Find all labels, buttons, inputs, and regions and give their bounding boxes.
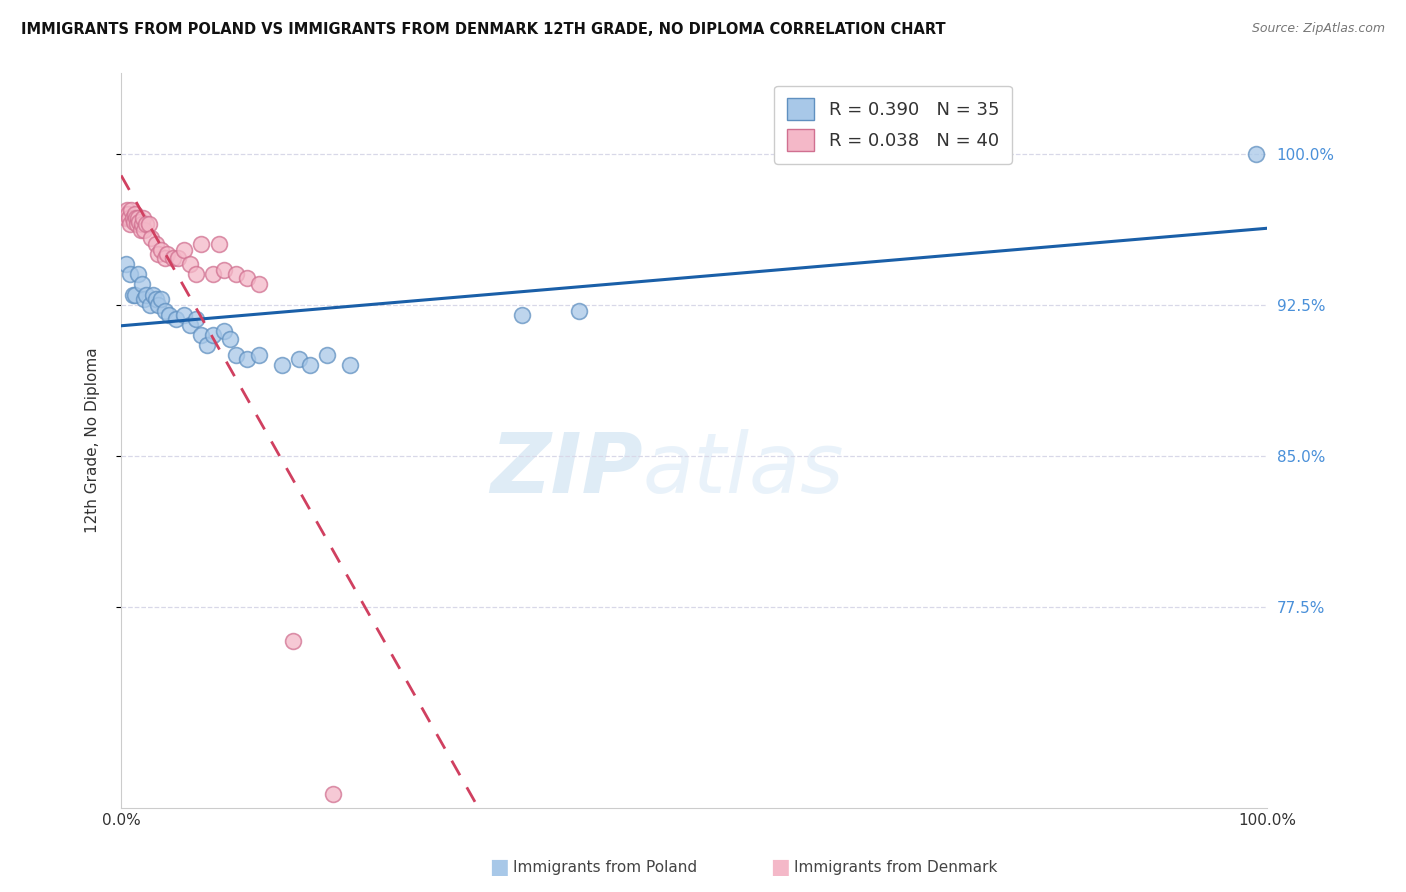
- Point: [195, 338, 218, 352]
- Point: [339, 358, 361, 372]
- Point: [135, 217, 157, 231]
- Point: [132, 211, 155, 225]
- Point: [247, 277, 270, 292]
- Point: [124, 207, 146, 221]
- Point: [184, 268, 207, 282]
- Point: [142, 287, 165, 301]
- Point: [247, 348, 270, 362]
- Text: IMMIGRANTS FROM POLAND VS IMMIGRANTS FROM DENMARK 12TH GRADE, NO DIPLOMA CORRELA: IMMIGRANTS FROM POLAND VS IMMIGRANTS FRO…: [21, 22, 946, 37]
- Point: [322, 787, 344, 801]
- Text: Immigrants from Denmark: Immigrants from Denmark: [794, 860, 998, 874]
- Point: [179, 318, 201, 332]
- Point: [122, 215, 145, 229]
- Point: [510, 308, 533, 322]
- Point: [236, 271, 259, 285]
- Point: [115, 202, 138, 217]
- Point: [127, 211, 149, 225]
- Point: [156, 247, 179, 261]
- Y-axis label: 12th Grade, No Diploma: 12th Grade, No Diploma: [86, 348, 100, 533]
- Point: [165, 311, 187, 326]
- Text: atlas: atlas: [643, 429, 844, 510]
- Point: [173, 308, 195, 322]
- Point: [190, 237, 212, 252]
- Point: [138, 217, 160, 231]
- Point: [120, 202, 142, 217]
- Point: [150, 244, 173, 258]
- Point: [153, 252, 176, 266]
- Point: [316, 348, 339, 362]
- Point: [114, 211, 136, 225]
- Point: [270, 358, 292, 372]
- Text: ■: ■: [770, 857, 790, 877]
- Point: [179, 257, 201, 271]
- Point: [225, 268, 247, 282]
- Point: [125, 211, 148, 225]
- Point: [139, 297, 162, 311]
- Point: [146, 297, 169, 311]
- Point: [145, 237, 167, 252]
- Text: Immigrants from Poland: Immigrants from Poland: [513, 860, 697, 874]
- Text: ■: ■: [489, 857, 509, 877]
- Point: [121, 211, 143, 225]
- Point: [219, 332, 242, 346]
- Point: [214, 263, 236, 277]
- Point: [146, 247, 169, 261]
- Point: [162, 252, 184, 266]
- Point: [207, 237, 229, 252]
- Point: [127, 268, 149, 282]
- Point: [173, 244, 195, 258]
- Point: [299, 358, 322, 372]
- Point: [127, 217, 149, 231]
- Point: [281, 634, 304, 648]
- Point: [129, 223, 152, 237]
- Text: Source: ZipAtlas.com: Source: ZipAtlas.com: [1251, 22, 1385, 36]
- Legend: R = 0.390   N = 35, R = 0.038   N = 40: R = 0.390 N = 35, R = 0.038 N = 40: [775, 86, 1012, 164]
- Text: ZIP: ZIP: [489, 429, 643, 510]
- Point: [121, 287, 143, 301]
- Point: [150, 292, 173, 306]
- Point: [568, 303, 591, 318]
- Point: [1244, 146, 1267, 161]
- Point: [201, 268, 224, 282]
- Point: [120, 268, 142, 282]
- Point: [157, 308, 180, 322]
- Point: [214, 324, 236, 338]
- Point: [114, 207, 136, 221]
- Point: [131, 277, 153, 292]
- Point: [114, 257, 136, 271]
- Point: [118, 211, 141, 225]
- Point: [153, 303, 176, 318]
- Point: [139, 231, 162, 245]
- Point: [132, 292, 155, 306]
- Point: [190, 327, 212, 342]
- Point: [128, 215, 150, 229]
- Point: [135, 287, 157, 301]
- Point: [117, 207, 139, 221]
- Point: [287, 351, 309, 366]
- Point: [131, 217, 153, 231]
- Point: [201, 327, 224, 342]
- Point: [145, 292, 167, 306]
- Point: [167, 252, 190, 266]
- Point: [225, 348, 247, 362]
- Point: [132, 223, 155, 237]
- Point: [124, 287, 146, 301]
- Point: [236, 351, 259, 366]
- Point: [120, 217, 142, 231]
- Point: [184, 311, 207, 326]
